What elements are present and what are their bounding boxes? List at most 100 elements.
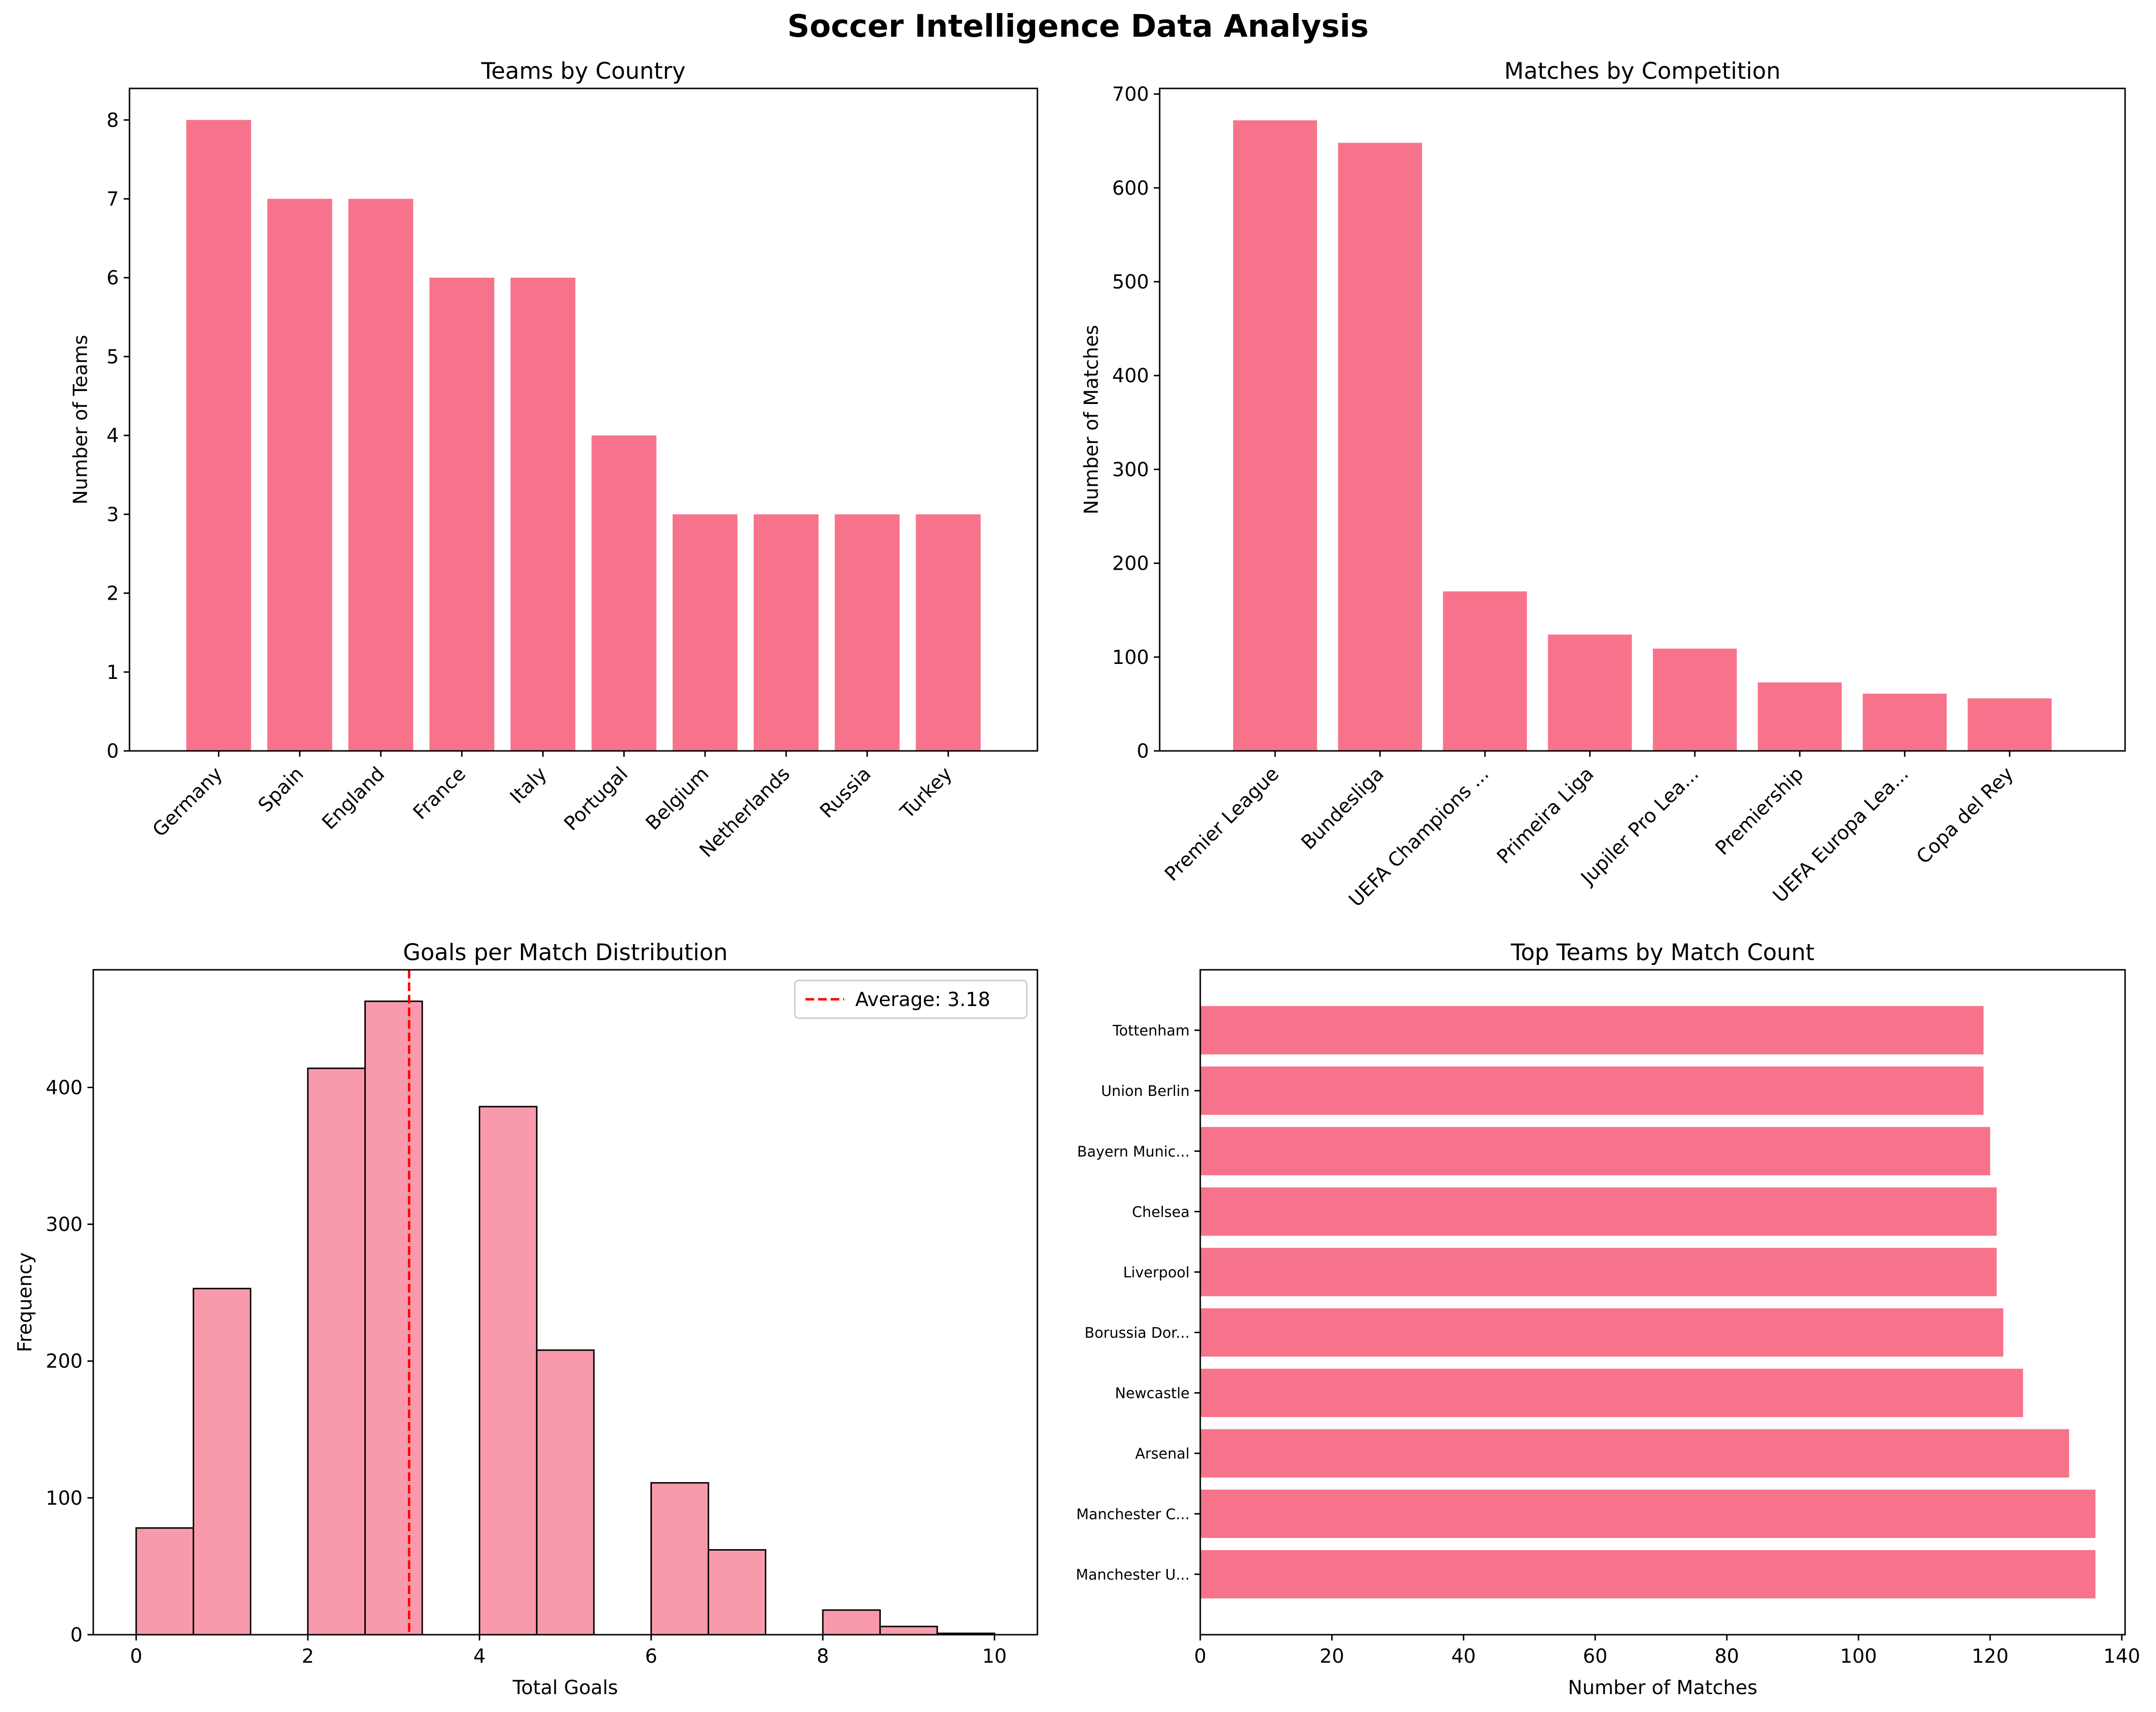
goals-x-tick-label: 8 [817, 1645, 829, 1668]
top-teams-y-tick-label: Borussia Dor... [1085, 1325, 1190, 1342]
goals-per-match-y-axis-label: Frequency [14, 1252, 36, 1352]
goals-y-tick-label: 300 [46, 1214, 83, 1236]
histogram-bar-1 [135, 1527, 194, 1636]
top-teams-x-tick-label: 80 [1714, 1645, 1739, 1668]
top-teams-plot-frame [1199, 969, 2126, 1636]
top-teams-x-tick-label: 0 [1194, 1645, 1206, 1668]
top-teams-title: Top Teams by Match Count [1510, 939, 1814, 966]
top-teams-y-tick-label: Union Berlin [1101, 1083, 1190, 1100]
teams-by-country-bar-france [429, 277, 494, 751]
teams-by-country-y-tick-label: 1 [107, 662, 119, 684]
histogram-bar-5 [364, 1000, 423, 1636]
top-teams-bar-newcastle [1200, 1368, 2023, 1417]
top-teams-y-tick-label: Manchester C... [1076, 1506, 1190, 1523]
goals-y-tick-label: 100 [46, 1487, 83, 1510]
matches-by-competition-y-tick-label: 600 [1112, 177, 1149, 200]
teams-by-country-y-tick-label: 5 [107, 346, 119, 368]
top-teams-x-tick-label: 100 [1840, 1645, 1877, 1668]
goals-y-tick-label: 400 [46, 1077, 83, 1099]
top-teams-y-tick-label: Manchester U... [1076, 1567, 1190, 1583]
histogram-bar-7 [478, 1106, 538, 1636]
top-teams-y-tick-label: Bayern Munic... [1077, 1143, 1190, 1160]
matches-by-competition-y-tick-label: 300 [1112, 459, 1149, 481]
top-teams-bar-chelsea [1200, 1187, 1997, 1236]
matches-by-competition-bar-primeira-liga [1548, 634, 1632, 751]
goals-x-tick-label: 4 [474, 1645, 486, 1668]
teams-by-country-y-tick-label: 7 [107, 188, 119, 211]
teams-by-country-y-tick-label: 6 [107, 267, 119, 289]
matches-by-competition-bar-jupiler-pro-lea [1653, 648, 1737, 751]
goals-per-match-title: Goals per Match Distribution [403, 939, 728, 966]
teams-by-country-bar-netherlands [753, 514, 819, 751]
goals-y-tick-label: 200 [46, 1351, 83, 1373]
histogram-bar-13 [822, 1609, 881, 1636]
teams-by-country-bar-germany [186, 120, 251, 751]
goals-per-match-chart: Goals per Match Distribution Frequency T… [14, 939, 1038, 1699]
teams-by-country-bar-portugal [591, 435, 657, 751]
matches-by-competition-bar-bundesliga [1338, 143, 1422, 751]
matches-by-competition-y-axis-label: Number of Matches [1080, 325, 1103, 514]
top-teams-x-tick-label: 140 [2103, 1645, 2140, 1668]
top-teams-y-tick-label: Chelsea [1132, 1204, 1190, 1221]
matches-by-competition-bar-copa-del-rey [1968, 698, 2052, 751]
matches-by-competition-bar-premiership [1757, 682, 1842, 751]
teams-by-country-y-tick-label: 0 [107, 740, 119, 762]
top-teams-x-tick-label: 120 [1972, 1645, 2009, 1668]
goals-y-tick-label: 0 [71, 1624, 83, 1646]
goals-x-tick-label: 2 [302, 1645, 314, 1668]
top-teams-y-tick-label: Newcastle [1115, 1385, 1190, 1402]
histogram-bar-10 [650, 1482, 709, 1636]
teams-by-country-y-tick-label: 8 [107, 109, 119, 131]
top-teams-bar-borussia-dor [1200, 1308, 2003, 1357]
teams-by-country-y-tick-label: 2 [107, 583, 119, 605]
teams-by-country-bar-england [348, 199, 414, 751]
legend-average-label: Average: 3.18 [855, 989, 991, 1011]
teams-by-country-chart: Teams by Country Number of Teams Germany… [70, 58, 1038, 862]
teams-by-country-plot-frame [129, 87, 1038, 752]
top-teams-bar-liverpool [1200, 1248, 1997, 1296]
top-teams-bar-arsenal [1200, 1429, 2070, 1478]
top-teams-by-match-count-chart: Top Teams by Match Count Number of Match… [1076, 939, 2140, 1699]
top-teams-x-tick-label: 60 [1583, 1645, 1608, 1668]
top-teams-bar-bayern-munic [1200, 1127, 1990, 1176]
matches-by-competition-y-tick-label: 400 [1112, 365, 1149, 387]
top-teams-y-tick-label: Tottenham [1112, 1022, 1190, 1039]
matches-by-competition-plot-frame [1159, 87, 2126, 752]
legend-box [794, 979, 1028, 1019]
top-teams-bar-manchester-u [1200, 1550, 2096, 1598]
teams-by-country-bar-russia [834, 514, 900, 751]
matches-by-competition-y-tick-label: 0 [1137, 740, 1149, 762]
goals-per-match-x-axis-label: Total Goals [512, 1677, 618, 1699]
top-teams-bar-tottenham [1200, 1006, 1984, 1055]
top-teams-x-tick-label: 40 [1451, 1645, 1476, 1668]
matches-by-competition-y-tick-label: 700 [1112, 84, 1149, 106]
histogram-bar-4 [307, 1067, 366, 1636]
goals-x-tick-label: 6 [645, 1645, 657, 1668]
teams-by-country-bar-belgium [673, 514, 738, 751]
matches-by-competition-bar-uefa-europa-lea [1863, 693, 1947, 751]
teams-by-country-bar-spain [267, 199, 332, 751]
top-teams-y-tick-label: Arsenal [1135, 1446, 1190, 1463]
histogram-bar-8 [536, 1349, 595, 1636]
top-teams-bar-union-berlin [1200, 1066, 1984, 1115]
goals-x-tick-label: 0 [130, 1645, 142, 1668]
top-teams-x-axis-label: Number of Matches [1568, 1677, 1757, 1699]
teams-by-country-y-tick-label: 4 [107, 425, 119, 447]
histogram-bar-2 [192, 1288, 252, 1636]
top-teams-bar-manchester-c [1200, 1489, 2096, 1538]
average-legend: Average: 3.18 [794, 979, 1028, 1019]
teams-by-country-bar-turkey [916, 514, 981, 751]
histogram-bar-11 [707, 1549, 766, 1636]
matches-by-competition-y-tick-label: 500 [1112, 271, 1149, 293]
top-teams-y-tick-label: Liverpool [1123, 1264, 1190, 1281]
teams-by-country-title: Teams by Country [481, 58, 686, 85]
teams-by-country-bar-italy [510, 277, 575, 751]
goals-per-match-plot-frame [92, 969, 1038, 1636]
matches-by-competition-bar-uefa-champions [1443, 591, 1527, 751]
histogram-bar-14 [879, 1626, 938, 1636]
matches-by-competition-title: Matches by Competition [1504, 58, 1781, 85]
figure-title: Soccer Intelligence Data Analysis [787, 9, 1368, 44]
matches-by-competition-y-tick-label: 100 [1112, 647, 1149, 669]
goals-x-tick-label: 10 [982, 1645, 1007, 1668]
